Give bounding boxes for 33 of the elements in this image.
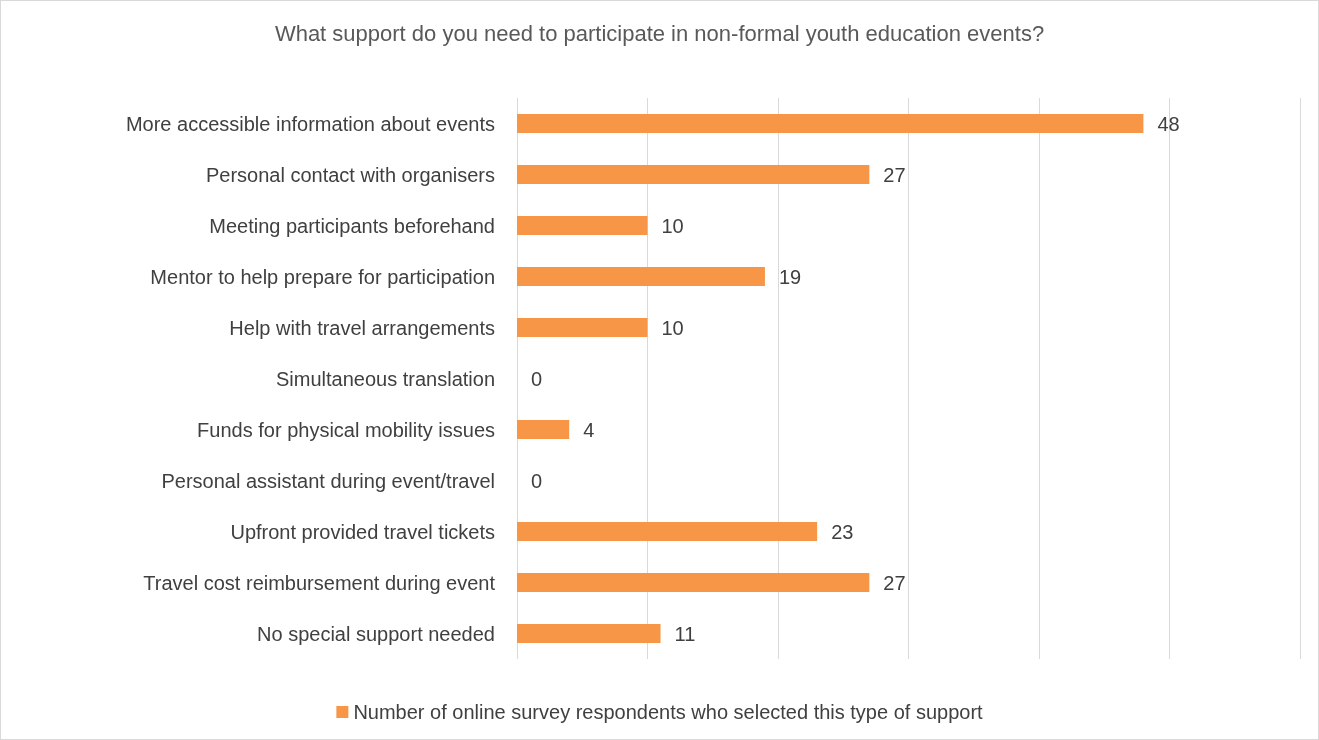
y-tick-label: Help with travel arrangements: [229, 316, 495, 339]
data-label: 4: [583, 418, 595, 441]
y-tick-label: Travel cost reimbursement during event: [143, 571, 496, 594]
bar: [517, 420, 570, 439]
bar: [517, 573, 870, 592]
data-label: 0: [531, 367, 543, 390]
bar: [517, 216, 648, 235]
y-tick-label: Personal contact with organisers: [205, 163, 495, 186]
bar: [517, 624, 661, 643]
y-tick-label: Personal assistant during event/travel: [161, 469, 495, 492]
data-label: 0: [531, 469, 543, 492]
data-label: 27: [883, 571, 906, 594]
bar: [517, 114, 1144, 133]
y-tick-label: Meeting participants beforehand: [209, 214, 495, 237]
chart-title: What support do you need to participate in non-formal youth education events?: [274, 20, 1045, 46]
y-tick-label: Mentor to help prepare for participation: [150, 265, 495, 288]
bar: [517, 267, 765, 286]
y-tick-label: More accessible information about events: [125, 112, 495, 135]
data-label: 23: [831, 520, 854, 543]
legend-label: Number of online survey respondents who selected this type of support: [353, 701, 984, 723]
data-label: 11: [674, 622, 696, 645]
data-label: 48: [1157, 112, 1180, 135]
data-label: 19: [778, 265, 802, 288]
y-tick-label: Upfront provided travel tickets: [230, 520, 495, 543]
bar: [517, 165, 870, 184]
data-label: 10: [661, 214, 684, 237]
data-label: 10: [661, 316, 684, 339]
y-tick-label: Funds for physical mobility issues: [197, 418, 495, 441]
data-label: 27: [883, 163, 906, 186]
bar: [517, 522, 818, 541]
bar: [517, 318, 648, 337]
y-tick-label: No special support needed: [257, 622, 495, 645]
y-tick-label: Simultaneous translation: [275, 367, 495, 390]
